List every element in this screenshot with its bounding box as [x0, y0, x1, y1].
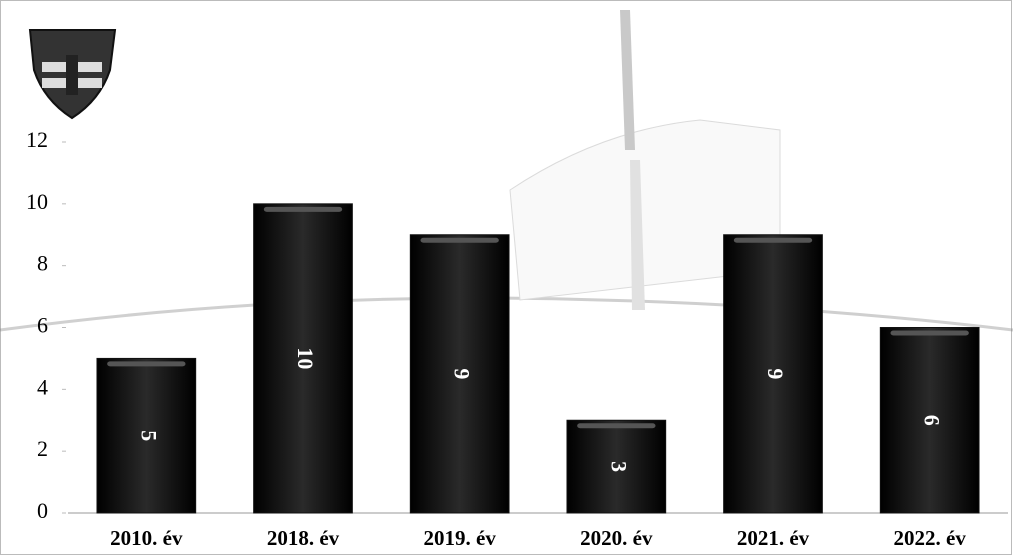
- value-label: 5: [136, 430, 161, 441]
- y-tick-label: 12: [26, 127, 48, 152]
- y-tick-label: 4: [37, 374, 48, 399]
- bar: [409, 234, 510, 514]
- value-label: 9: [450, 368, 475, 379]
- y-tick-label: 6: [37, 313, 48, 338]
- bar-highlight: [107, 361, 186, 367]
- y-tick-label: 0: [37, 498, 48, 523]
- x-tick-label: 2021. év: [737, 526, 810, 550]
- bar-highlight: [577, 423, 656, 429]
- bar: [566, 419, 667, 514]
- x-tick-label: 2018. év: [267, 526, 340, 550]
- y-tick-label: 8: [37, 251, 48, 276]
- logo: [28, 29, 117, 120]
- bar-highlight: [263, 206, 343, 212]
- bar-highlight: [733, 237, 813, 243]
- bar: [253, 203, 353, 514]
- bar-highlight: [420, 237, 499, 243]
- value-label: 6: [920, 415, 945, 426]
- y-tick-label: 10: [26, 189, 48, 214]
- y-tick-label: 2: [37, 436, 48, 461]
- bar: [723, 234, 823, 514]
- bar: [96, 357, 197, 514]
- value-label: 10: [293, 347, 318, 369]
- value-label: 3: [606, 461, 631, 472]
- value-label: 9: [763, 368, 788, 379]
- x-tick-label: 2010. év: [110, 526, 183, 550]
- x-tick-label: 2019. év: [424, 526, 497, 550]
- x-tick-label: 2020. év: [580, 526, 653, 550]
- x-tick-label: 2022. év: [894, 526, 967, 550]
- background-building: [0, 10, 1013, 332]
- bar-highlight: [890, 330, 969, 336]
- bar: [879, 327, 980, 514]
